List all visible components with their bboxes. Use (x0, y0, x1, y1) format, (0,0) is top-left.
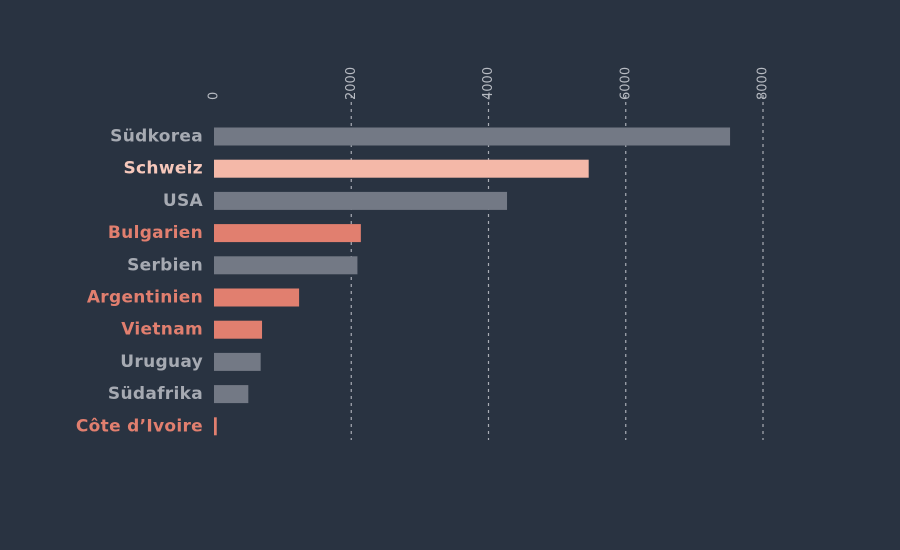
tick-label-6000: 6000 (618, 67, 633, 100)
category-label-0: Südkorea (110, 127, 203, 147)
category-labels: Südkorea Schweiz USA Bulgarien Serbien Argent… (76, 127, 204, 437)
category-label-9: Côte d’Ivoire (76, 416, 203, 436)
tick-label-0: 0 (207, 92, 222, 100)
category-label-6: Vietnam (121, 320, 203, 340)
x-axis-tick-labels: 0 2000 4000 6000 8000 (207, 67, 771, 100)
bar-2 (214, 191, 508, 210)
bar-4 (214, 256, 358, 275)
bar-7 (214, 352, 261, 371)
category-label-2: USA (163, 191, 204, 211)
category-label-5: Argentinien (87, 288, 203, 308)
category-label-3: Bulgarien (108, 223, 203, 243)
bar-6 (214, 320, 263, 339)
bar-5 (214, 288, 300, 307)
tick-label-8000: 8000 (756, 67, 771, 100)
gridlines (350, 95, 764, 440)
category-label-1: Schweiz (124, 159, 203, 179)
category-label-4: Serbien (127, 255, 203, 275)
category-label-8: Südafrika (108, 384, 203, 404)
tick-label-2000: 2000 (344, 67, 359, 100)
bar-8 (214, 385, 249, 404)
bars (214, 127, 731, 436)
bar-9 (214, 417, 217, 436)
bar-3 (214, 224, 361, 243)
bar-1 (214, 159, 589, 178)
tick-label-4000: 4000 (481, 67, 496, 100)
category-label-7: Uruguay (120, 352, 203, 372)
bar-0 (214, 127, 731, 146)
